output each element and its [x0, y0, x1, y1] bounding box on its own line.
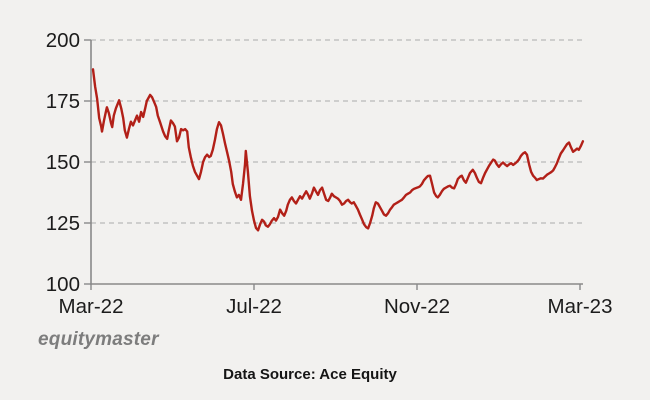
- y-tick-label: 175: [46, 90, 80, 113]
- data-source-caption: Data Source: Ace Equity: [223, 366, 397, 383]
- y-tick-label: 150: [46, 151, 80, 174]
- x-tick-label: Mar-22: [59, 295, 124, 318]
- y-tick-label: 125: [46, 212, 80, 235]
- y-tick-label: 100: [46, 273, 80, 296]
- x-tick-label: Nov-22: [384, 295, 450, 318]
- x-tick-label: Jul-22: [226, 295, 282, 318]
- x-tick-label: Mar-23: [548, 295, 613, 318]
- price-line: [91, 68, 585, 232]
- equitymaster-watermark: equitymaster: [38, 329, 159, 350]
- y-tick-label: 200: [46, 29, 80, 52]
